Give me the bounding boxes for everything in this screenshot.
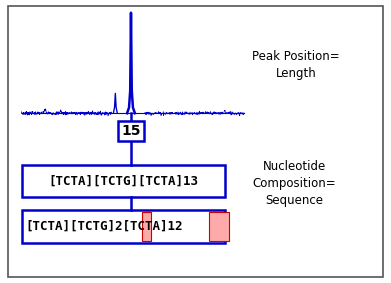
FancyBboxPatch shape	[22, 210, 225, 243]
Text: 15: 15	[121, 124, 141, 138]
FancyBboxPatch shape	[142, 211, 151, 241]
FancyBboxPatch shape	[209, 211, 229, 241]
Text: [TCTA][TCTG]2[TCTA]12: [TCTA][TCTG]2[TCTA]12	[25, 220, 183, 233]
FancyBboxPatch shape	[22, 165, 225, 198]
Text: Peak Position=
Length: Peak Position= Length	[252, 50, 340, 80]
Text: Nucleotide
Composition=
Sequence: Nucleotide Composition= Sequence	[252, 160, 336, 207]
Text: [TCTA][TCTG][TCTA]13: [TCTA][TCTG][TCTA]13	[48, 175, 198, 188]
